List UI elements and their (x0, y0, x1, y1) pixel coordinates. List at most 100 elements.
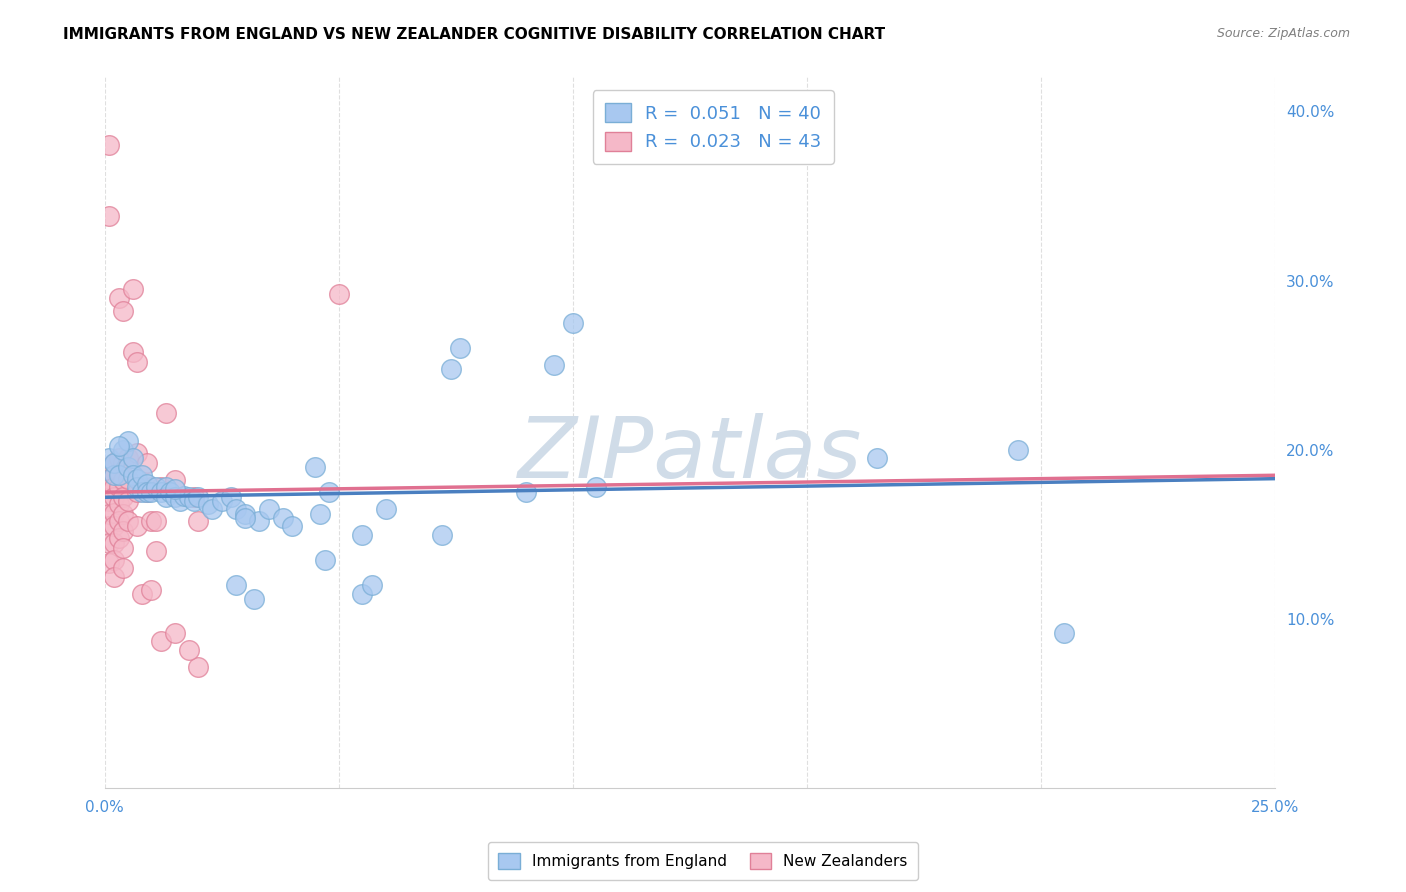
Point (107, 468, 129, 483)
Point (1007, 442, 1029, 457)
Point (98, 138, 121, 153)
Point (98, 459, 121, 474)
Point (141, 583, 163, 598)
Point (112, 304, 135, 318)
Point (121, 468, 143, 483)
Point (177, 642, 200, 657)
Point (177, 490, 200, 504)
Point (155, 480, 177, 494)
Point (145, 480, 167, 494)
Point (117, 493, 139, 508)
Point (159, 485, 181, 500)
Point (107, 440, 129, 454)
Point (103, 506, 125, 520)
Point (318, 485, 340, 500)
Point (197, 497, 219, 511)
Point (585, 480, 607, 494)
Point (135, 476, 157, 491)
Point (145, 544, 167, 558)
Point (314, 553, 336, 567)
Point (352, 527, 374, 541)
Point (183, 493, 205, 508)
Point (141, 480, 163, 494)
Text: ZIPatlas: ZIPatlas (517, 413, 862, 496)
Point (233, 510, 256, 524)
Legend: Immigrants from England, New Zealanders: Immigrants from England, New Zealanders (488, 842, 918, 880)
Legend: R =  0.051   N = 40, R =  0.023   N = 43: R = 0.051 N = 40, R = 0.023 N = 43 (593, 90, 834, 164)
Point (163, 490, 186, 504)
Text: IMMIGRANTS FROM ENGLAND VS NEW ZEALANDER COGNITIVE DISABILITY CORRELATION CHART: IMMIGRANTS FROM ENGLAND VS NEW ZEALANDER… (63, 27, 886, 42)
Point (135, 457, 157, 471)
Point (98, 536, 121, 550)
Point (131, 485, 153, 500)
Point (103, 536, 125, 550)
Point (225, 578, 247, 592)
Point (98, 472, 121, 486)
Point (103, 490, 125, 504)
Point (112, 490, 135, 504)
Point (211, 493, 233, 508)
Point (121, 282, 143, 296)
Point (440, 361, 463, 376)
Point (127, 446, 149, 460)
Point (135, 485, 157, 500)
Point (112, 561, 135, 575)
Point (233, 507, 256, 521)
Point (141, 485, 163, 500)
Point (149, 485, 172, 500)
Point (107, 480, 129, 494)
Point (127, 519, 149, 533)
Point (103, 570, 125, 584)
Point (243, 591, 266, 606)
Point (145, 514, 167, 528)
Point (117, 434, 139, 449)
Point (169, 493, 191, 508)
Point (163, 625, 186, 640)
Point (112, 474, 135, 488)
Point (103, 468, 125, 483)
Point (163, 482, 186, 496)
Point (135, 485, 157, 500)
Point (107, 291, 129, 305)
Point (149, 480, 172, 494)
Point (103, 468, 125, 483)
Point (430, 527, 453, 541)
Point (155, 490, 177, 504)
Point (187, 490, 209, 504)
Point (121, 344, 143, 359)
Point (127, 480, 149, 494)
Point (107, 514, 129, 528)
Point (187, 659, 209, 673)
Point (112, 457, 135, 471)
Point (543, 358, 565, 372)
Point (131, 587, 153, 601)
Point (1053, 625, 1076, 640)
Point (247, 514, 270, 528)
Point (107, 451, 129, 466)
Point (117, 514, 139, 528)
Point (141, 514, 163, 528)
Point (304, 459, 326, 474)
Point (561, 316, 583, 330)
Point (309, 507, 332, 521)
Point (103, 519, 125, 533)
Point (127, 485, 149, 500)
Point (98, 451, 121, 466)
Point (98, 507, 121, 521)
Point (515, 485, 537, 500)
Point (98, 482, 121, 496)
Point (131, 468, 153, 483)
Point (103, 457, 125, 471)
Point (98, 519, 121, 533)
Point (360, 578, 382, 592)
Point (127, 355, 149, 369)
Point (112, 524, 135, 538)
Point (374, 502, 396, 516)
Point (201, 502, 224, 516)
Point (866, 451, 889, 466)
Point (131, 480, 153, 494)
Point (127, 472, 149, 486)
Point (107, 465, 129, 479)
Point (173, 489, 195, 503)
Point (112, 442, 135, 457)
